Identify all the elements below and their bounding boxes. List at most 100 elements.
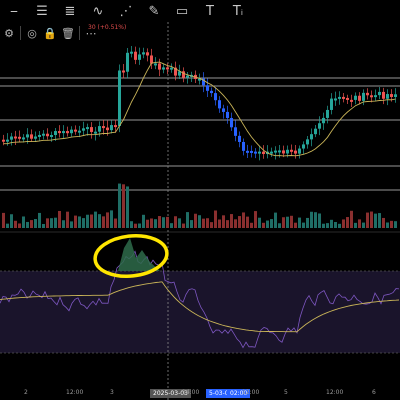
volume-bar xyxy=(378,213,381,228)
text-price-icon[interactable]: Tᵢ xyxy=(232,3,244,19)
candle xyxy=(246,150,249,153)
volume-bar xyxy=(42,223,45,228)
candle xyxy=(278,150,281,153)
candle xyxy=(286,149,289,154)
volume-bar xyxy=(290,215,293,228)
candle xyxy=(106,127,109,131)
candle xyxy=(154,63,157,66)
candle xyxy=(110,125,113,131)
volume-bar xyxy=(346,217,349,228)
more-icon[interactable]: ⋯ xyxy=(85,26,97,40)
candle xyxy=(74,129,77,132)
candle xyxy=(390,94,393,97)
text-tool-icon[interactable]: T xyxy=(206,3,214,19)
candle xyxy=(54,131,57,136)
rsi-band xyxy=(0,271,400,353)
candle xyxy=(306,139,309,145)
volume-bar xyxy=(370,211,373,228)
candle xyxy=(318,123,321,129)
rectangle-icon[interactable]: ▭ xyxy=(175,3,189,19)
candle xyxy=(206,85,209,91)
lock-icon[interactable]: 🔒 xyxy=(43,26,57,40)
candle xyxy=(334,98,337,101)
fib-tool-icon[interactable]: ≣ xyxy=(64,3,76,19)
candle xyxy=(258,151,261,154)
volume-bars xyxy=(2,183,397,228)
candle xyxy=(326,109,329,118)
price-change-label: 30 (+0.51%) xyxy=(88,24,127,31)
volume-bar xyxy=(362,222,365,228)
circle-target-icon[interactable]: ◎ xyxy=(27,26,37,40)
rsi-overbought-fill xyxy=(118,238,160,271)
volume-bar xyxy=(266,220,269,228)
candle xyxy=(310,134,313,140)
line-tool-icon[interactable]: ⎯ xyxy=(10,3,18,19)
volume-bar xyxy=(306,217,309,228)
volume-bar xyxy=(118,183,121,228)
volume-bar xyxy=(90,214,93,228)
candle xyxy=(86,127,89,130)
volume-bar xyxy=(282,217,285,228)
candle xyxy=(94,131,97,134)
volume-bar xyxy=(354,222,357,228)
candle xyxy=(202,78,205,86)
volume-bar xyxy=(334,221,337,228)
candle xyxy=(214,93,217,101)
candle xyxy=(34,136,37,139)
volume-bar xyxy=(154,219,157,228)
candle xyxy=(262,151,265,155)
candle xyxy=(322,117,325,124)
candle xyxy=(22,137,25,140)
candle xyxy=(42,133,45,136)
brush-icon[interactable]: ✎ xyxy=(148,3,160,19)
time-axis-label: 6 xyxy=(372,389,376,396)
volume-bar xyxy=(190,220,193,228)
volume-bar xyxy=(358,219,361,228)
time-axis-label: 12:00 xyxy=(242,389,260,396)
candle xyxy=(350,99,353,102)
toolbar-divider xyxy=(79,26,80,40)
candle xyxy=(2,139,5,142)
volume-bar xyxy=(146,219,149,228)
object-toolbar: ⚙ ◎ 🔒 🗑 ⋯ xyxy=(0,24,100,42)
time-axis-label: 12:00 xyxy=(66,389,84,396)
volume-bar xyxy=(134,223,137,228)
candle xyxy=(270,151,273,154)
settings-gear-icon[interactable]: ⚙ xyxy=(4,26,14,40)
volume-bar xyxy=(2,212,5,228)
candle xyxy=(6,139,9,142)
volume-bar xyxy=(278,223,281,228)
time-axis-label: 5 xyxy=(284,389,288,396)
volume-bar xyxy=(18,223,21,228)
volume-bar xyxy=(178,218,181,228)
candle xyxy=(122,70,125,73)
volume-bar xyxy=(262,222,265,228)
trash-icon[interactable]: 🗑 xyxy=(61,26,75,40)
candle xyxy=(138,54,141,60)
volume-bar xyxy=(114,218,117,228)
volume-bar xyxy=(54,217,57,228)
volume-bar xyxy=(390,220,393,228)
candle xyxy=(26,134,29,138)
pattern-tool-icon[interactable]: ∿ xyxy=(92,3,104,19)
volume-bar xyxy=(38,212,41,228)
candle xyxy=(82,128,85,131)
rsi-line xyxy=(0,250,400,349)
candle xyxy=(238,135,241,142)
volume-bar xyxy=(82,218,85,228)
candle xyxy=(18,136,21,139)
moving-average-line xyxy=(3,61,396,157)
volume-bar xyxy=(30,220,33,228)
volume-bar xyxy=(198,215,201,228)
volume-bar xyxy=(126,186,129,228)
multi-line-icon[interactable]: ☰ xyxy=(36,3,48,19)
candle xyxy=(254,151,257,154)
volume-bar xyxy=(86,214,89,228)
candle xyxy=(58,131,61,134)
volume-bar xyxy=(130,221,133,228)
candle xyxy=(162,67,165,70)
candle xyxy=(354,95,357,100)
path-tool-icon[interactable]: ⋰ xyxy=(119,3,133,19)
volume-bar xyxy=(138,223,141,228)
